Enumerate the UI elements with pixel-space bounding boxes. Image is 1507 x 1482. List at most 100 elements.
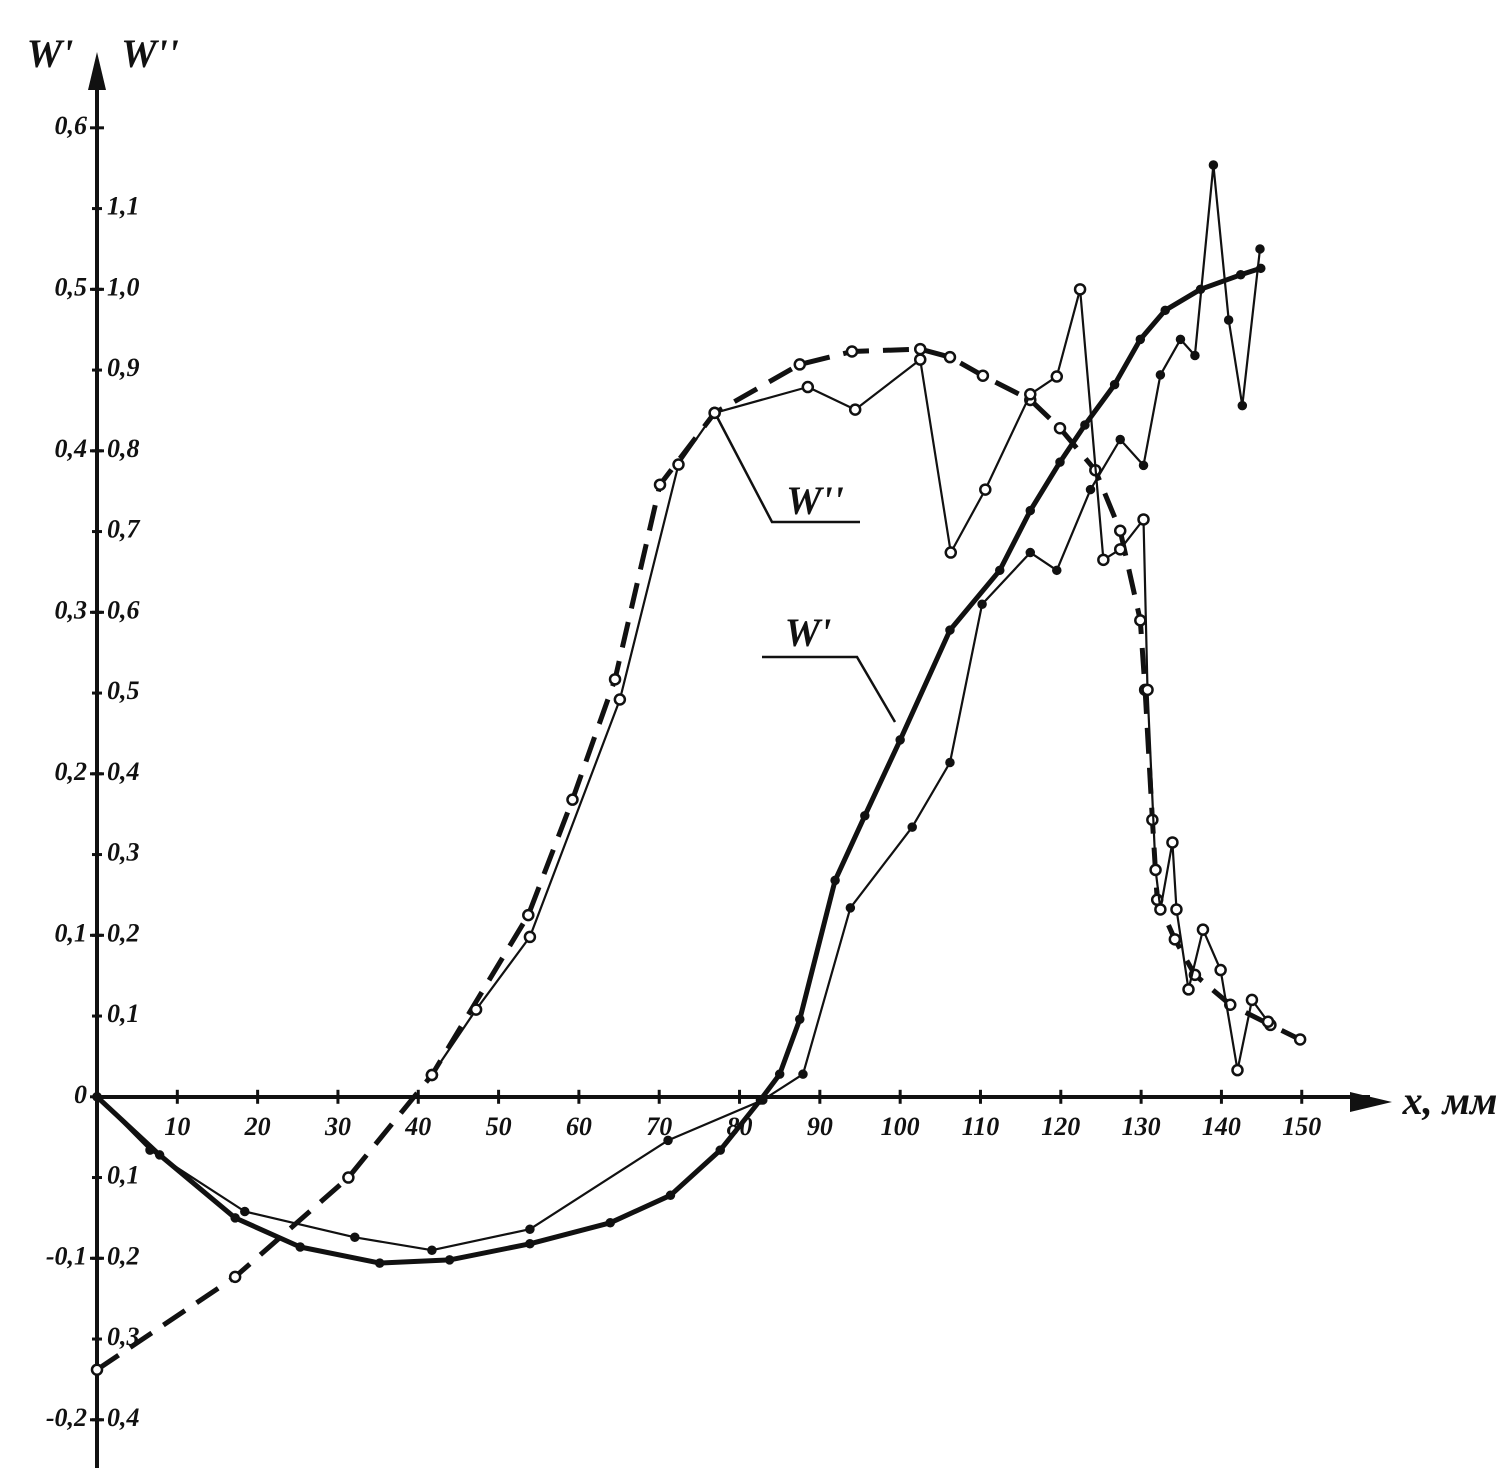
data-point — [1223, 315, 1234, 325]
data-point — [976, 369, 990, 382]
data-point — [1175, 334, 1186, 345]
data-point — [1293, 1033, 1307, 1046]
data-point — [845, 345, 859, 358]
data-point — [1182, 983, 1195, 996]
data-point — [92, 1092, 102, 1102]
data-point — [1080, 420, 1090, 430]
data-point — [1261, 1015, 1275, 1028]
x-tick-label: 20 — [244, 1112, 271, 1141]
x-tick-label: 100 — [881, 1112, 920, 1141]
data-point — [1170, 903, 1183, 916]
data-point — [566, 793, 579, 806]
data-point — [672, 458, 685, 471]
annotation: W'' — [786, 478, 844, 523]
data-point — [1231, 1063, 1244, 1077]
annotation: W' — [785, 610, 832, 655]
y2-tick-label: 1,0 — [107, 272, 140, 301]
data-point — [1025, 505, 1036, 516]
data-point — [943, 350, 957, 364]
data-point — [613, 693, 627, 706]
data-point — [793, 358, 807, 371]
data-point — [895, 735, 905, 745]
data-point — [801, 380, 815, 394]
x-tick-label: 50 — [486, 1112, 512, 1141]
y-tick-label: 0 — [74, 1080, 87, 1109]
data-point — [945, 757, 955, 768]
data-point — [1097, 553, 1110, 567]
y2-tick-label: 0,4 — [107, 1403, 140, 1432]
x-axis-title: x, мм — [1402, 1078, 1498, 1123]
data-point — [1237, 400, 1248, 411]
series-line — [95, 265, 1262, 1266]
data-point — [228, 1270, 242, 1284]
y-tick-label: 0,5 — [55, 272, 88, 301]
data-point — [907, 822, 917, 832]
series-line — [95, 346, 1302, 1372]
data-point — [1196, 923, 1210, 936]
data-point — [1053, 421, 1067, 435]
data-point — [663, 1135, 673, 1146]
data-point — [1214, 963, 1227, 977]
y2-tick-label: 0,3 — [107, 838, 140, 867]
x-tick-label: 60 — [566, 1112, 592, 1141]
data-point — [945, 625, 955, 635]
y-axis-title: W' — [27, 31, 74, 76]
x-tick-label: 140 — [1202, 1112, 1241, 1141]
leader-line — [713, 412, 860, 524]
data-point — [1055, 457, 1065, 467]
x-axis-arrow — [1350, 1092, 1392, 1112]
data-point — [1050, 370, 1064, 383]
data-point — [913, 342, 927, 356]
data-point — [1149, 863, 1162, 877]
data-point — [1190, 350, 1200, 361]
y-tick-label: -0,1 — [46, 1241, 87, 1270]
y-tick-label: -0,2 — [46, 1403, 87, 1432]
data-point — [1137, 513, 1150, 526]
y-tick-label: 0,1 — [55, 918, 88, 947]
data-point — [1160, 305, 1170, 316]
y-tick-label: 0,2 — [55, 757, 88, 786]
y-axis-arrow — [88, 52, 106, 90]
data-point — [605, 1218, 615, 1228]
data-point — [1168, 933, 1182, 946]
data-point — [1113, 543, 1127, 556]
data-point — [848, 403, 862, 416]
y2-tick-label: 0,7 — [107, 515, 141, 544]
y2-axis-title: W'' — [121, 31, 179, 76]
data-point — [1115, 434, 1125, 445]
data-point — [860, 811, 870, 821]
y-tick-label: 0,4 — [55, 434, 88, 463]
data-point — [1073, 283, 1087, 296]
data-point — [1113, 524, 1127, 538]
data-point — [1154, 903, 1167, 916]
data-point — [374, 1258, 385, 1268]
data-point — [979, 483, 992, 496]
y2-tick-label: 0,8 — [107, 434, 140, 463]
y2-tick-label: 0,2 — [107, 918, 140, 947]
data-point — [1245, 993, 1259, 1007]
data-point — [350, 1232, 360, 1243]
data-point — [342, 1171, 355, 1184]
data-point — [830, 875, 840, 886]
x-tick-label: 110 — [962, 1112, 1000, 1141]
data-point — [145, 1145, 155, 1155]
data-point — [1052, 565, 1062, 576]
x-tick-label: 30 — [324, 1112, 351, 1141]
data-point — [522, 908, 535, 922]
series-line — [430, 288, 1269, 1076]
data-point — [913, 353, 927, 366]
data-point — [774, 1069, 785, 1079]
x-tick-label: 150 — [1282, 1112, 1321, 1141]
data-point — [1085, 484, 1096, 495]
data-point — [708, 406, 721, 420]
series-line — [96, 163, 1262, 1252]
data-point — [240, 1206, 250, 1217]
data-point — [845, 903, 856, 913]
y2-tick-label: 0,6 — [107, 595, 140, 624]
y2-tick-label: 0,2 — [107, 1241, 140, 1270]
data-point — [427, 1245, 437, 1255]
data-point — [1025, 547, 1036, 558]
y2-tick-label: 0,5 — [107, 676, 140, 705]
x-tick-label: 130 — [1122, 1112, 1161, 1141]
